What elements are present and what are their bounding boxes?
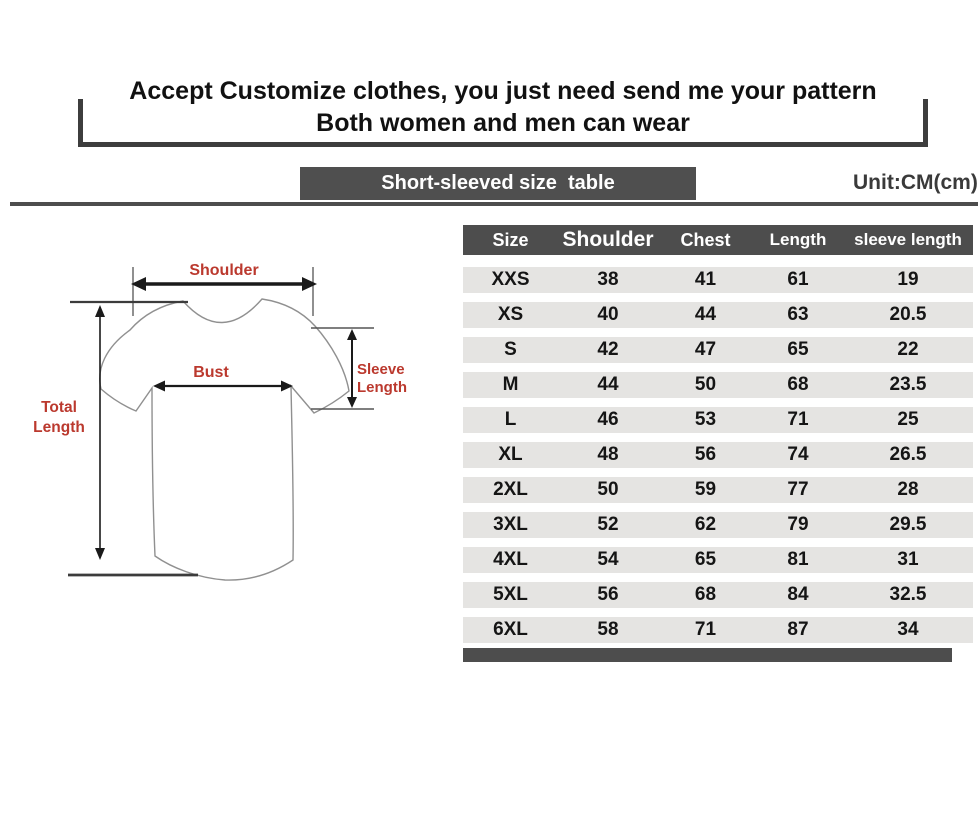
table-bottom-bar <box>463 648 952 662</box>
column-header-shoulder: Shoulder <box>562 228 654 251</box>
measurement-cell: 68 <box>787 374 809 395</box>
measurement-cell: 56 <box>694 444 717 465</box>
sleeve-length-label-line2: Length <box>357 379 407 396</box>
measurement-cell: 34 <box>897 619 919 640</box>
measurement-cell: 38 <box>597 269 619 290</box>
column-header-length: Length <box>769 230 827 249</box>
table-row: 3XL 52 62 79 29.5 <box>463 512 973 538</box>
table-title-banner: Short-sleeved size table <box>300 167 696 200</box>
shoulder-arrowhead-right <box>302 277 317 291</box>
measurement-cell: 23.5 <box>889 374 927 395</box>
measurement-cell: 65 <box>787 339 809 360</box>
bust-arrowhead-right <box>281 380 293 392</box>
measurement-cell: 77 <box>787 479 809 500</box>
measurement-cell: 25 <box>897 409 919 430</box>
unit-label: Unit:CM(cm) <box>853 171 978 194</box>
measurement-cell: 79 <box>787 514 809 535</box>
measurement-cell: 56 <box>597 584 619 605</box>
total-length-arrowhead-top <box>95 305 105 317</box>
total-length-label-line1: Total <box>41 399 77 416</box>
table-row: 6XL 58 71 87 34 <box>463 617 973 643</box>
measurement-cell: 58 <box>597 619 619 640</box>
measurement-cell: 68 <box>694 584 717 605</box>
measurement-cell: 63 <box>787 304 809 325</box>
size-table-body: XXS 38 41 61 19 XS 40 44 63 20.5 S 42 47 65 22 M 44 50 68 2… <box>463 267 973 643</box>
tshirt-outline <box>99 298 350 581</box>
measurement-cell: 74 <box>787 444 809 465</box>
measurement-cell: 40 <box>597 304 619 325</box>
table-row: 2XL 50 59 77 28 <box>463 477 973 503</box>
measurement-cell: 28 <box>897 479 919 500</box>
measurement-cell: 53 <box>694 409 717 430</box>
measurement-cell: 22 <box>897 339 919 360</box>
bust-arrowhead-left <box>153 380 165 392</box>
size-cell: XXS <box>491 269 530 290</box>
measurement-cell: 29.5 <box>889 514 927 535</box>
measurement-cell: 32.5 <box>889 584 927 605</box>
measurement-cell: 52 <box>597 514 619 535</box>
table-row: XS 40 44 63 20.5 <box>463 302 973 328</box>
table-row: XXS 38 41 61 19 <box>463 267 973 293</box>
page-title: Accept Customize clothes, you just need … <box>129 75 876 139</box>
sleeve-length-label-line1: Sleeve <box>357 361 405 378</box>
table-row: S 42 47 65 22 <box>463 337 973 363</box>
column-header-sleeve-length: sleeve length <box>854 230 962 249</box>
measurement-cell: 47 <box>694 339 717 360</box>
bust-label: Bust <box>193 364 229 381</box>
size-cell: L <box>504 409 517 430</box>
size-cell: M <box>502 374 519 395</box>
measurement-cell: 81 <box>787 549 809 570</box>
measurement-cell: 20.5 <box>889 304 927 325</box>
header-bracket-box: Accept Customize clothes, you just need … <box>78 77 928 147</box>
sleeve-arrowhead-top <box>347 329 357 340</box>
shoulder-label: Shoulder <box>189 262 258 279</box>
table-row: L 46 53 71 25 <box>463 407 973 433</box>
measurement-cell: 84 <box>787 584 809 605</box>
size-cell: 5XL <box>493 584 528 605</box>
sleeve-arrowhead-bottom <box>347 397 357 408</box>
measurement-cell: 59 <box>694 479 717 500</box>
size-cell: S <box>504 339 517 360</box>
tshirt-measurement-diagram: Shoulder Total Length Bust Sleeve Length <box>33 262 407 581</box>
measurement-cell: 61 <box>787 269 809 290</box>
shoulder-arrowhead-left <box>131 277 146 291</box>
measurement-cell: 46 <box>597 409 619 430</box>
measurement-cell: 50 <box>694 374 717 395</box>
table-row: XL 48 56 74 26.5 <box>463 442 973 468</box>
measurement-cell: 42 <box>597 339 619 360</box>
measurement-cell: 71 <box>787 409 809 430</box>
total-length-label-line2: Length <box>33 419 85 436</box>
size-cell: 4XL <box>493 549 528 570</box>
size-cell: XS <box>497 304 524 325</box>
divider-line <box>10 202 978 206</box>
size-cell: 3XL <box>493 514 528 535</box>
title-line-1: Accept Customize clothes, you just need … <box>129 77 877 105</box>
table-row: M 44 50 68 23.5 <box>463 372 973 398</box>
measurement-cell: 19 <box>897 269 919 290</box>
total-length-arrowhead-bottom <box>95 548 105 560</box>
size-table-header-row: Size Shoulder Chest Length sleeve length <box>463 225 973 255</box>
measurement-cell: 54 <box>597 549 619 570</box>
size-cell: 2XL <box>493 479 528 500</box>
measurement-cell: 31 <box>897 549 919 570</box>
measurement-cell: 48 <box>597 444 619 465</box>
size-cell: XL <box>498 444 523 465</box>
measurement-cell: 44 <box>694 304 717 325</box>
size-cell: 6XL <box>493 619 528 640</box>
table-row: 5XL 56 68 84 32.5 <box>463 582 973 608</box>
measurement-cell: 50 <box>597 479 619 500</box>
column-header-chest: Chest <box>680 230 731 250</box>
table-row: 4XL 54 65 81 31 <box>463 547 973 573</box>
measurement-cell: 26.5 <box>889 444 927 465</box>
measurement-cell: 87 <box>787 619 809 640</box>
title-line-2: Both women and men can wear <box>316 109 690 137</box>
measurement-cell: 44 <box>597 374 619 395</box>
measurement-cell: 62 <box>694 514 717 535</box>
size-table: Size Shoulder Chest Length sleeve length… <box>463 225 973 662</box>
measurement-cell: 65 <box>694 549 717 570</box>
measurement-cell: 41 <box>694 269 717 290</box>
measurement-cell: 71 <box>694 619 717 640</box>
column-header-size: Size <box>492 230 529 250</box>
